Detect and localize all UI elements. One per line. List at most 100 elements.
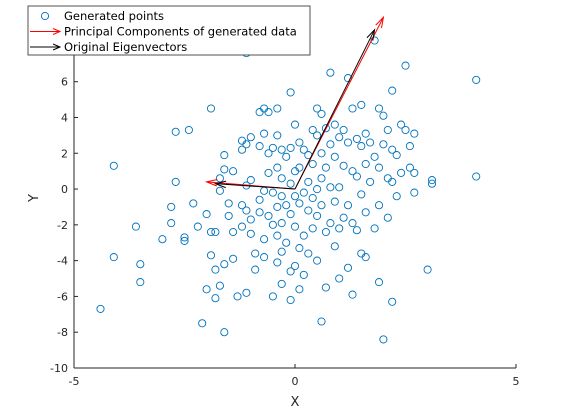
data-point xyxy=(286,143,295,152)
data-point xyxy=(361,159,370,169)
data-point xyxy=(308,193,317,203)
data-point xyxy=(158,235,167,244)
data-point xyxy=(167,219,176,228)
data-point xyxy=(383,213,392,222)
data-point xyxy=(255,142,264,151)
data-point xyxy=(317,317,326,326)
data-point xyxy=(410,129,419,138)
arrow-shaft xyxy=(215,183,296,190)
data-point xyxy=(277,279,286,288)
data-point xyxy=(410,168,419,177)
data-point xyxy=(206,251,216,260)
data-point xyxy=(392,192,401,201)
data-point xyxy=(423,265,432,274)
data-point xyxy=(348,104,357,113)
data-point xyxy=(260,129,269,138)
data-point xyxy=(180,233,189,242)
data-point xyxy=(343,201,353,210)
data-point xyxy=(313,104,322,113)
data-point xyxy=(229,167,238,176)
data-point xyxy=(472,172,481,181)
data-point xyxy=(410,188,419,197)
data-point xyxy=(295,199,304,208)
legend-entry-label: Principal Components of generated data xyxy=(64,25,297,39)
data-point xyxy=(374,163,384,172)
data-point xyxy=(326,140,335,149)
data-point xyxy=(379,140,388,149)
data-point xyxy=(246,176,255,185)
arrow-head xyxy=(213,180,227,189)
data-point xyxy=(352,226,361,235)
data-point xyxy=(308,125,317,135)
data-point xyxy=(308,224,317,233)
data-point xyxy=(237,145,247,154)
data-point xyxy=(202,285,211,294)
data-point xyxy=(427,179,437,188)
data-point xyxy=(255,195,264,204)
data-point xyxy=(290,261,300,271)
data-point xyxy=(237,222,247,231)
data-point xyxy=(198,319,207,328)
data-point xyxy=(242,140,251,149)
data-point xyxy=(339,161,348,170)
arrow-head xyxy=(366,28,376,41)
data-point xyxy=(189,199,198,208)
data-point xyxy=(339,125,348,135)
data-point xyxy=(268,188,277,197)
data-point xyxy=(273,258,282,267)
data-point xyxy=(109,253,118,262)
data-point xyxy=(299,188,308,197)
data-point xyxy=(220,165,229,174)
data-point xyxy=(246,133,255,142)
data-point xyxy=(264,108,273,117)
data-point xyxy=(339,213,348,222)
data-point xyxy=(405,163,414,172)
data-point xyxy=(224,199,233,208)
data-point xyxy=(251,265,260,274)
data-point xyxy=(246,215,255,224)
data-point xyxy=(317,149,326,158)
data-point xyxy=(277,219,286,228)
data-point xyxy=(317,174,326,183)
data-point xyxy=(264,149,273,158)
data-point xyxy=(251,249,260,258)
legend-marker-arrowhead xyxy=(52,28,62,35)
y-tick-label: -8 xyxy=(57,326,68,339)
data-point xyxy=(313,185,322,194)
arrow-head xyxy=(375,15,385,29)
data-point xyxy=(193,222,202,231)
data-point xyxy=(405,142,414,151)
data-point xyxy=(326,183,335,192)
y-tick-label: 4 xyxy=(61,111,68,124)
data-point xyxy=(335,224,344,233)
data-point xyxy=(313,256,322,265)
legend-marker-arrowhead xyxy=(52,43,62,51)
data-point xyxy=(215,186,224,195)
legend-entry-label: Original Eigenvectors xyxy=(64,40,187,54)
data-point xyxy=(268,220,277,229)
data-point xyxy=(242,288,251,297)
data-point xyxy=(388,86,397,95)
data-point xyxy=(286,88,295,97)
data-point xyxy=(268,292,277,301)
data-point xyxy=(273,202,282,211)
data-point xyxy=(220,151,229,160)
data-point xyxy=(352,172,361,181)
data-point xyxy=(357,100,366,109)
data-point xyxy=(313,131,322,140)
data-point xyxy=(295,244,304,253)
data-point xyxy=(295,138,304,147)
data-point xyxy=(211,294,220,303)
y-tick-label: -10 xyxy=(50,362,68,375)
plot-area xyxy=(74,28,516,368)
data-point xyxy=(321,163,330,172)
data-point xyxy=(242,206,251,215)
data-point xyxy=(321,227,330,237)
data-point xyxy=(366,177,375,186)
legend-box xyxy=(27,5,311,56)
data-point xyxy=(335,133,344,142)
data-point xyxy=(388,297,397,306)
legend-entry-label: Generated points xyxy=(64,9,164,23)
data-point xyxy=(206,104,216,113)
data-point xyxy=(388,177,397,186)
